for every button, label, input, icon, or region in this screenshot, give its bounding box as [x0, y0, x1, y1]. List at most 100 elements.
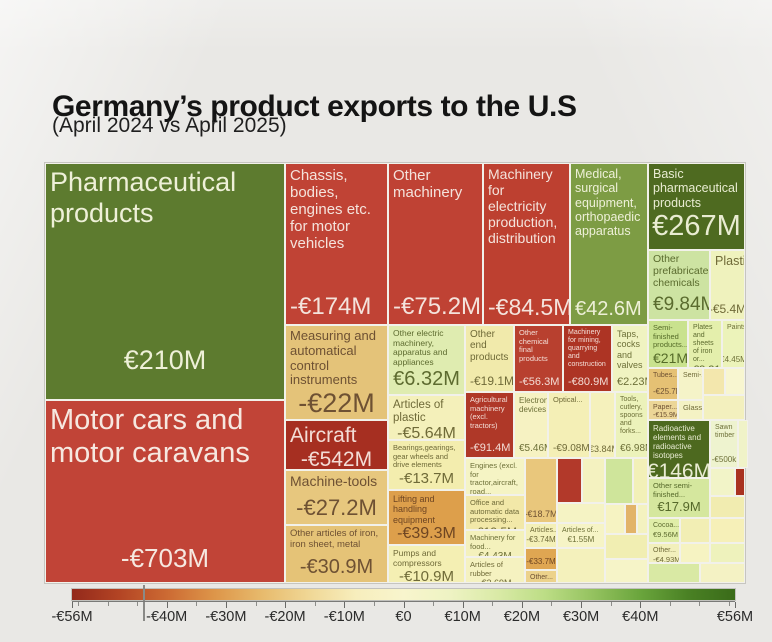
treemap-cell-other-neg-4-93[interactable]: Other... -€4.93M: [648, 543, 680, 563]
treemap-cell-cell-neg-33-7[interactable]: -€33.7M: [525, 548, 557, 570]
treemap-cell-paints[interactable]: Paints... €4.45M: [722, 320, 745, 368]
treemap-cell-cell-small-9[interactable]: [703, 368, 725, 395]
treemap-cell-cell-small-19[interactable]: [700, 563, 745, 583]
treemap-cell-cell-small-10[interactable]: [725, 368, 745, 395]
color-scale-axis: -€56M -€40M -€30M -€20M -€10M €0 €10M €20M €30M €…: [51, 601, 753, 625]
cell-value: -€500k: [711, 455, 737, 464]
axis-major-tick: [344, 602, 346, 608]
cell-label: Other semi-finished...: [653, 481, 693, 499]
treemap-cell-machinery-electricity[interactable]: Machinery for electricity production, di…: [483, 163, 570, 325]
treemap-cell-office-data-processing[interactable]: Office and automatic data processing...-…: [465, 495, 525, 530]
treemap-cell-tubes[interactable]: Tubes... -€25.7M: [648, 368, 678, 400]
treemap-cell-sawn-timber[interactable]: Sawn timber -€500k: [710, 420, 738, 468]
cell-label: Other machinery: [393, 167, 463, 202]
treemap-cell-plastics[interactable]: Plastics -€5.4M: [710, 250, 745, 320]
treemap-cell-other-prefabricated-chemicals[interactable]: Other prefabricated chemicals €9.84M: [648, 250, 710, 320]
treemap-cell-cell-small-3[interactable]: [557, 548, 605, 583]
axis-minor-tick: [551, 602, 553, 606]
treemap-cell-pharmaceutical-products[interactable]: Pharmaceutical products €210M: [45, 163, 285, 400]
cell-label: Machinery for electricity production, di…: [488, 166, 558, 246]
axis-minor-tick: [492, 602, 494, 606]
treemap-cell-other-electric-machinery[interactable]: Other electric machinery, apparatus and …: [388, 325, 465, 395]
treemap-cell-articles-of-rubber[interactable]: Articles of rubber-€2.69M: [465, 557, 525, 583]
treemap-cell-measuring-control-instruments[interactable]: Measuring and automatical control instru…: [285, 325, 388, 420]
treemap-cell-other-articles-iron[interactable]: Other articles of iron, iron sheet, meta…: [285, 525, 388, 583]
treemap-cell-cell-small-1[interactable]: [582, 458, 605, 503]
treemap-cell-bearings-gearings[interactable]: Bearings,gearings, gear wheels and drive…: [388, 440, 465, 490]
cell-value: €6.32M: [393, 368, 460, 390]
treemap-cell-other-neg-16-7[interactable]: Other...-€16.7M: [525, 570, 557, 583]
treemap-cell-cell-green-strip[interactable]: [648, 563, 700, 583]
treemap-cell-cell-neg-3-84[interactable]: -€3.84M: [590, 392, 615, 458]
axis-major-tick: [403, 602, 405, 608]
treemap-cell-articles-of-plastic[interactable]: Articles of plastic -€5.64M: [388, 395, 465, 440]
treemap-cell-pumps-compressors[interactable]: Pumps and compressors -€10.9M: [388, 545, 465, 583]
treemap-cell-other-semi-finished[interactable]: Other semi-finished... €17.9M: [648, 478, 710, 518]
cell-label: Machinery for food...: [470, 533, 516, 551]
treemap-cell-articles-of-1-55[interactable]: Articles of... €1.55M: [557, 523, 605, 548]
treemap-cell-cell-small-15[interactable]: [680, 518, 710, 543]
treemap-cell-chassis-bodies-engines[interactable]: Chassis, bodies, engines etc. for motor …: [285, 163, 388, 325]
cell-value: -€56.3M: [519, 376, 560, 388]
treemap-cell-optical[interactable]: Optical... -€9.08M: [548, 392, 590, 458]
treemap-cell-paper[interactable]: Paper... -€15.9M: [648, 400, 678, 420]
treemap-cell-cell-small-12[interactable]: [738, 420, 748, 468]
treemap-cell-cell-small-5[interactable]: [605, 504, 625, 534]
treemap-cell-cell-small-17[interactable]: [680, 543, 710, 563]
cell-value: €9.56M: [653, 530, 679, 539]
treemap-cell-machinery-mining-quarrying[interactable]: Machinery for mining, quarrying and cons…: [563, 325, 612, 392]
treemap-cell-semi-finished-products[interactable]: Semi-finished products... €21M: [648, 320, 688, 368]
treemap-cell-other-chemical-final-products[interactable]: Other chemical final products -€56.3M: [514, 325, 563, 392]
cell-label: Machine-tools: [290, 473, 378, 489]
treemap-cell-cell-red-tiny[interactable]: [735, 468, 745, 496]
cell-value: -€13.5M: [473, 525, 517, 529]
treemap-cell-other-machinery[interactable]: Other machinery -€75.2M: [388, 163, 483, 325]
treemap-cell-radioactive-elements[interactable]: Radioactive elements and radioactive iso…: [648, 420, 710, 478]
treemap-cell-cell-tan-strip[interactable]: [625, 504, 637, 534]
axis-minor-tick: [255, 602, 257, 606]
treemap-cell-semi-finished-other[interactable]: Semi-...: [678, 368, 703, 400]
treemap-cell-taps-cocks-valves[interactable]: Taps, cocks and valves €2.23M: [612, 325, 648, 392]
treemap-cell-motor-cars-caravans[interactable]: Motor cars and motor caravans -€703M: [45, 400, 285, 583]
treemap-cell-plates-sheets-iron[interactable]: Plates and sheets of iron or...€8.21M: [688, 320, 722, 368]
axis-minor-tick: [196, 602, 198, 606]
treemap-cell-cell-green-small[interactable]: [605, 458, 633, 504]
treemap-cell-machine-tools[interactable]: Machine-tools -€27.2M: [285, 470, 388, 525]
cell-value: €5.46M: [519, 443, 547, 454]
treemap-cell-cell-small-18[interactable]: [710, 543, 745, 563]
treemap-cell-medical-surgical-equipment[interactable]: Medical, surgical equipment, orthopaedic…: [570, 163, 648, 325]
treemap-cell-cell-small-8[interactable]: [605, 559, 648, 583]
treemap-cell-cell-small-13[interactable]: [710, 468, 735, 496]
treemap-cell-cell-neg-18-7[interactable]: -€18.7M: [525, 458, 557, 523]
treemap-cell-tools-cutlery-spoons[interactable]: Tools, cutlery, spoons and forks... €6.98…: [615, 392, 648, 458]
treemap-cell-engines-excl-tractor-aircraft[interactable]: Engines (excl. for tractor,aircraft, roa…: [465, 458, 525, 495]
treemap-cell-cell-small-16[interactable]: [710, 518, 745, 543]
treemap-cell-cell-small-2[interactable]: [557, 503, 605, 523]
treemap-cell-agricultural-machinery[interactable]: Agricultural machinery (excl. tractors) -…: [465, 392, 514, 458]
treemap-cell-cell-small-6[interactable]: [637, 504, 648, 534]
treemap-cell-cell-small-14[interactable]: [710, 496, 745, 518]
cell-value: -€84.5M: [488, 294, 570, 320]
axis-tick-label: €56M: [716, 609, 754, 625]
cell-label: Articles of rubber: [470, 560, 503, 578]
cell-label: Articles of plastic: [393, 399, 444, 425]
treemap-cell-electronic-devices[interactable]: Electronic devices €5.46M: [514, 392, 548, 458]
treemap-cell-other-end-products[interactable]: Other end products -€19.1M: [465, 325, 514, 392]
treemap-cell-cell-small-11[interactable]: [703, 395, 745, 420]
treemap-cell-articles-neg-3-74[interactable]: Articles... -€3.74M: [525, 523, 557, 548]
axis-tick-label: -€20M: [264, 609, 306, 625]
treemap-cell-cocoa[interactable]: Cocoa... €9.56M: [648, 518, 680, 543]
treemap-cell-lifting-handling-equipment[interactable]: Lifting and handling equipment -€39.3M: [388, 490, 465, 545]
treemap-cell-machinery-for-food[interactable]: Machinery for food... €4.43M: [465, 530, 525, 557]
axis-minor-tick: [77, 602, 79, 606]
cell-label: Other electric machinery, apparatus and …: [393, 328, 448, 368]
treemap-cell-glass[interactable]: Glass: [678, 400, 703, 420]
axis-major-tick: [462, 602, 464, 608]
treemap-cell-basic-pharmaceutical-products[interactable]: Basic pharmaceutical products €267M: [648, 163, 745, 250]
treemap-cell-cell-small-4[interactable]: [633, 458, 648, 504]
cell-label: Electronic devices: [519, 396, 548, 415]
treemap-cell-cell-red-small[interactable]: [557, 458, 582, 503]
treemap-cell-cell-small-7[interactable]: [605, 534, 648, 559]
cell-value: -€9.08M: [553, 443, 590, 454]
treemap-cell-aircraft[interactable]: Aircraft -€542M: [285, 420, 388, 470]
